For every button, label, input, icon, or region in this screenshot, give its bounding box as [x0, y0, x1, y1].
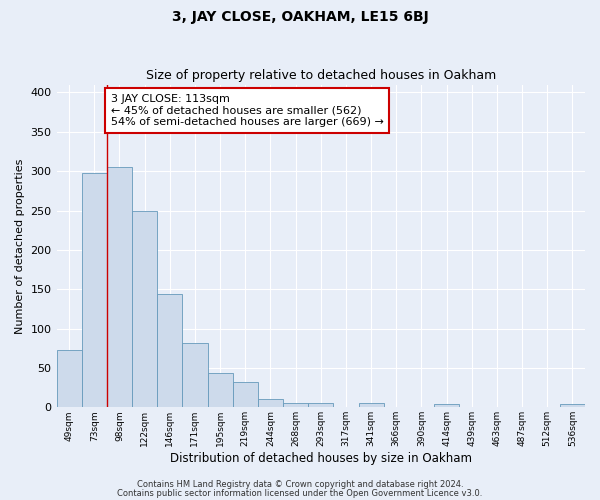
Bar [434, 404, 459, 407]
Text: Contains public sector information licensed under the Open Government Licence v3: Contains public sector information licen… [118, 488, 482, 498]
Text: Contains HM Land Registry data © Crown copyright and database right 2024.: Contains HM Land Registry data © Crown c… [137, 480, 463, 489]
Text: 3, JAY CLOSE, OAKHAM, LE15 6BJ: 3, JAY CLOSE, OAKHAM, LE15 6BJ [172, 10, 428, 24]
Y-axis label: Number of detached properties: Number of detached properties [15, 158, 25, 334]
Bar [308, 404, 334, 407]
Bar [107, 167, 132, 408]
Text: 3 JAY CLOSE: 113sqm
← 45% of detached houses are smaller (562)
54% of semi-detac: 3 JAY CLOSE: 113sqm ← 45% of detached ho… [110, 94, 383, 127]
Bar [233, 382, 258, 407]
Bar [56, 350, 82, 408]
Bar [208, 372, 233, 408]
Bar [132, 212, 157, 408]
X-axis label: Distribution of detached houses by size in Oakham: Distribution of detached houses by size … [170, 452, 472, 465]
Bar [258, 400, 283, 407]
Bar [182, 342, 208, 407]
Bar [82, 172, 107, 408]
Title: Size of property relative to detached houses in Oakham: Size of property relative to detached ho… [146, 69, 496, 82]
Bar [157, 294, 182, 408]
Bar [283, 402, 308, 407]
Bar [560, 404, 585, 407]
Bar [359, 402, 383, 407]
